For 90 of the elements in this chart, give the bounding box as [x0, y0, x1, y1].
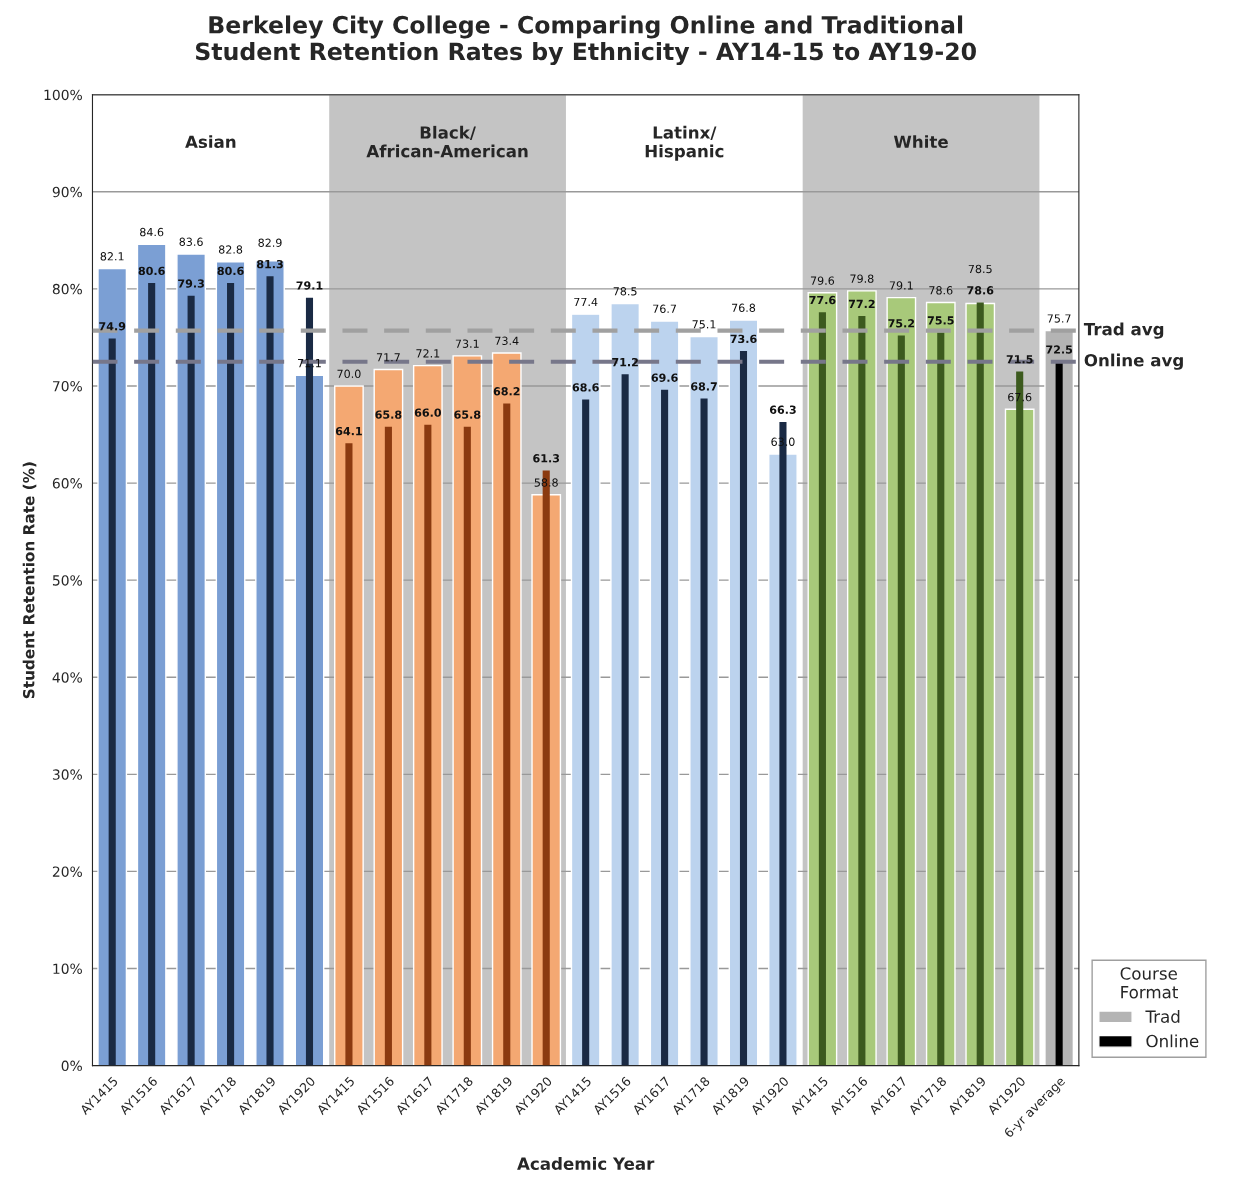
data-label: 65.8 [375, 410, 402, 419]
data-label: 78.5 [613, 287, 637, 296]
y-tick-label: 30% [52, 769, 82, 780]
y-tick-label: 100% [44, 89, 82, 101]
data-label: 79.1 [296, 281, 323, 290]
data-label: 75.1 [692, 320, 716, 329]
bar [582, 399, 590, 1066]
data-label: 83.6 [179, 237, 203, 246]
bar [1055, 361, 1063, 1066]
bar [621, 374, 629, 1066]
annotation: Asian [185, 135, 236, 149]
y-axis-title: Student Retention Rate (%) [22, 462, 37, 699]
data-label: 77.6 [809, 295, 836, 305]
y-tick-label: 50% [52, 575, 82, 586]
data-label: 73.6 [730, 334, 757, 344]
data-label: 66.0 [414, 408, 442, 417]
data-label: 78.6 [929, 286, 953, 295]
data-label: 82.8 [218, 245, 243, 254]
bar [937, 332, 945, 1066]
bar [108, 338, 116, 1066]
legend-label: Trad [1145, 1010, 1180, 1023]
data-label: 68.6 [572, 383, 599, 392]
bar [897, 335, 905, 1066]
ref-line-label: Online avg [1084, 353, 1183, 370]
y-tick-label: 10% [53, 963, 82, 974]
data-label: 80.6 [217, 266, 244, 276]
x-axis-title: Academic Year [517, 1157, 655, 1170]
annotation: Black/ African-American [366, 125, 528, 158]
data-label: 69.6 [651, 373, 678, 382]
data-label: 76.7 [653, 304, 677, 313]
data-label: 79.8 [850, 274, 874, 283]
data-label: 84.6 [140, 227, 164, 237]
y-tick-label: 90% [52, 186, 82, 198]
data-label: 79.3 [178, 279, 204, 288]
data-label: 71.2 [612, 357, 638, 367]
annotation: Latinx/ Hispanic [645, 125, 724, 161]
data-label: 78.5 [968, 264, 992, 274]
data-label: 68.7 [691, 382, 717, 391]
bar [266, 276, 274, 1066]
y-tick-label: 70% [53, 380, 82, 392]
legend-label: Online [1146, 1034, 1199, 1048]
data-label: 77.4 [574, 297, 598, 306]
y-tick-label: 60% [52, 478, 82, 489]
bar [661, 389, 669, 1066]
data-label: 75.5 [927, 316, 954, 325]
data-label: 75.2 [888, 319, 915, 328]
bar [187, 295, 195, 1066]
data-label: 70.0 [337, 369, 361, 379]
data-label: 72.1 [416, 349, 440, 358]
chart-title: Berkeley City College - Comparing Online and Traditional Student Retention Rates by Ethnicity - AY14-15 to AY19-20 [195, 15, 976, 66]
data-label: 71.7 [376, 353, 400, 362]
data-label: 75.7 [1047, 314, 1071, 323]
data-label: 77.2 [848, 299, 875, 308]
bar [739, 351, 748, 1066]
data-label: 79.1 [889, 281, 913, 290]
data-label: 65.8 [454, 410, 481, 419]
data-label: 71.5 [1006, 355, 1033, 364]
data-label: 68.2 [493, 387, 520, 396]
legend-title: Course Format [1120, 967, 1178, 999]
bar [818, 312, 826, 1066]
y-tick-label: 40% [52, 672, 82, 683]
bar [345, 443, 353, 1066]
data-label: 74.9 [99, 322, 126, 331]
bar [976, 302, 984, 1066]
data-label: 66.3 [769, 405, 796, 414]
bar [424, 424, 432, 1066]
ref-line-label: Trad avg [1083, 322, 1164, 339]
data-label: 73.4 [495, 336, 519, 345]
bar [384, 426, 392, 1066]
data-label: 76.8 [732, 303, 756, 312]
y-tick-label: 0% [61, 1060, 82, 1072]
data-label: 81.3 [257, 259, 283, 269]
bar [700, 398, 708, 1066]
data-label: 82.1 [100, 252, 124, 261]
data-label: 73.1 [455, 339, 479, 348]
data-label: 79.6 [810, 276, 835, 285]
annotation: White [893, 135, 948, 149]
y-tick-label: 80% [52, 283, 82, 295]
data-label: 72.5 [1046, 345, 1073, 354]
y-tick-label: 20% [52, 866, 82, 877]
bar [858, 316, 866, 1066]
data-label: 78.6 [967, 286, 994, 295]
data-label: 64.1 [335, 426, 362, 436]
bar [148, 283, 156, 1066]
data-label: 82.9 [258, 238, 282, 247]
bar [227, 283, 235, 1066]
bar [463, 426, 471, 1066]
data-label: 61.3 [533, 454, 560, 463]
data-label: 80.6 [138, 266, 165, 276]
bar [503, 403, 511, 1066]
